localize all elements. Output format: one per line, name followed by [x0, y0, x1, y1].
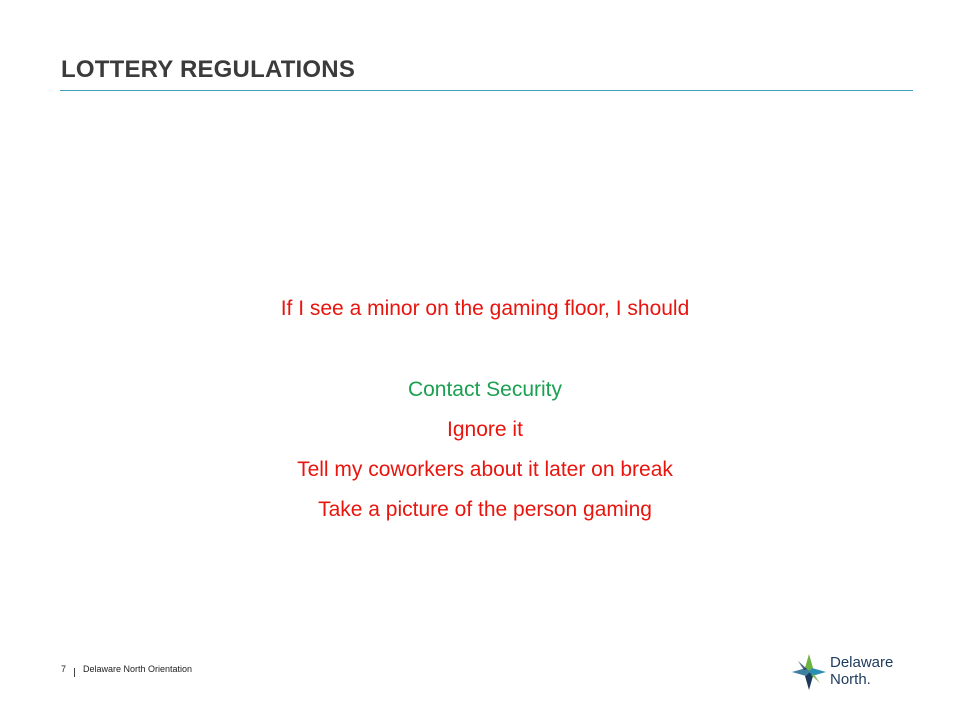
footer-text: Delaware North Orientation: [83, 664, 193, 674]
slide-title: LOTTERY REGULATIONS: [61, 56, 356, 83]
logo-wordmark: Delaware North.: [830, 654, 893, 688]
answer-options: Contact Security Ignore it Tell my cowor…: [0, 376, 960, 536]
title-divider: [60, 90, 913, 91]
logo-line-1: Delaware: [830, 654, 894, 671]
quiz-question: If I see a minor on the gaming floor, I …: [280, 297, 690, 320]
answer-option-take-picture[interactable]: Take a picture of the person gaming: [318, 498, 652, 521]
page-number: 7: [61, 664, 67, 674]
answer-option-tell-coworkers[interactable]: Tell my coworkers about it later on brea…: [297, 458, 673, 481]
answer-option-contact-security[interactable]: Contact Security: [407, 378, 563, 401]
slide-footer: 7 Delaware North Orientation: [61, 664, 193, 677]
footer-separator: [74, 667, 76, 677]
delaware-north-logo: Delaware North.: [790, 652, 905, 692]
answer-option-ignore-it[interactable]: Ignore it: [447, 418, 523, 441]
compass-star-icon: [792, 654, 826, 690]
logo-line-2: North.: [830, 671, 871, 688]
